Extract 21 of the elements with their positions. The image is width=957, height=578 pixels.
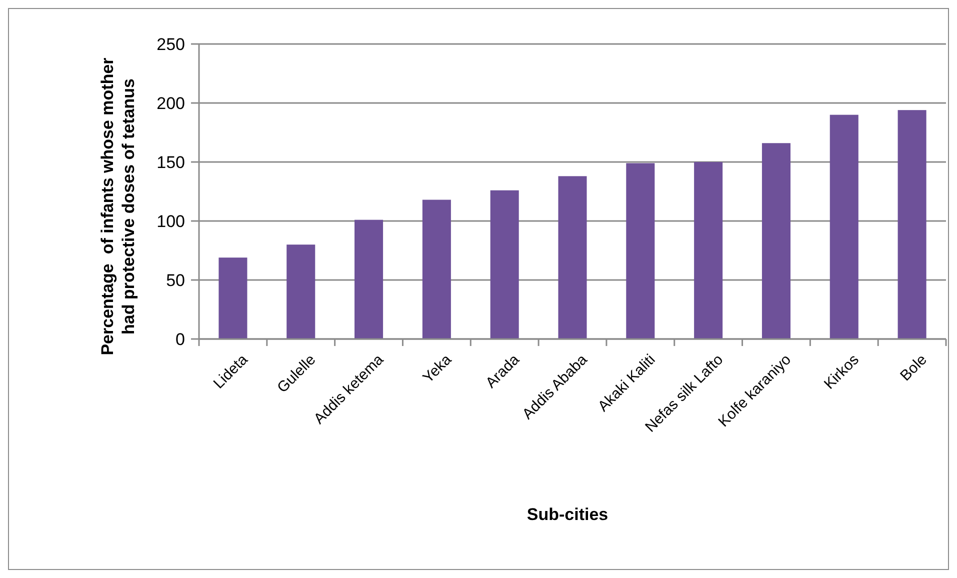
x-tick-label: Bole (897, 351, 930, 384)
bar (218, 258, 248, 339)
bar (422, 200, 451, 339)
y-tick-label: 250 (156, 34, 185, 54)
bar (898, 110, 926, 339)
y-axis-title: Percentage of infants whose mother had protective doses of tetanus (98, 57, 138, 356)
bar (626, 163, 655, 339)
bar (694, 162, 723, 339)
bar (490, 190, 519, 339)
x-tick-label: Yeka (420, 350, 456, 386)
bar (558, 176, 587, 339)
y-tick-label: 0 (176, 330, 185, 349)
y-tick-label: 150 (156, 152, 185, 172)
bar (286, 244, 316, 339)
x-axis-title: Sub-cities (526, 505, 608, 524)
y-tick-label: 50 (166, 270, 185, 290)
bar (830, 114, 858, 339)
y-tick-label: 200 (156, 94, 185, 113)
y-tick-label: 100 (156, 212, 185, 231)
bar (354, 220, 384, 339)
bar (762, 143, 790, 339)
